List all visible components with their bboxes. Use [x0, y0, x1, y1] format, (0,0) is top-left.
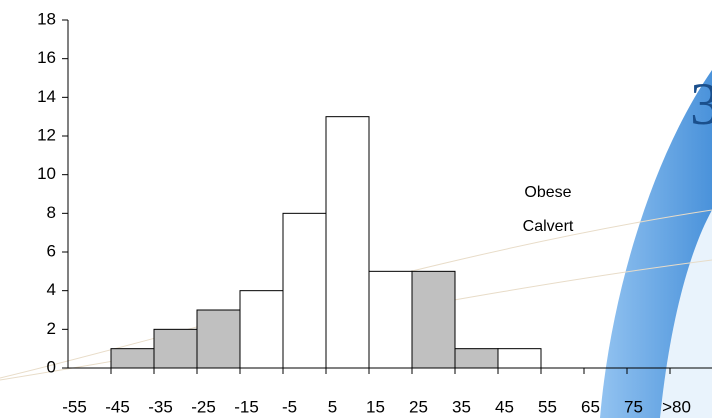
y-tick-label: 2: [47, 319, 56, 338]
bar: [369, 271, 412, 368]
x-tick-label: 65: [581, 397, 600, 416]
bar: [154, 329, 197, 368]
page: {"chart_data": {"type": "bar", "categori…: [0, 0, 712, 418]
x-tick-label: 5: [328, 397, 337, 416]
x-tick-label: 55: [538, 397, 557, 416]
bar: [326, 117, 369, 368]
y-tick-label: 12: [37, 125, 56, 144]
y-tick-label: 8: [47, 203, 56, 222]
bar: [498, 349, 541, 368]
bar: [240, 291, 283, 368]
y-tick-label: 14: [37, 87, 56, 106]
y-tick-label: 10: [37, 164, 56, 183]
bar: [111, 349, 154, 368]
chart: Obese Calvert 3 024681012141618-55-45-35…: [0, 0, 712, 418]
x-tick-label: -45: [105, 397, 130, 416]
annotation: Calvert: [523, 218, 574, 235]
y-tick-label: 16: [37, 48, 56, 67]
x-tick-label: >80: [662, 397, 691, 416]
bar: [412, 271, 455, 368]
bar: [455, 349, 498, 368]
annotation: Obese: [524, 184, 571, 201]
x-tick-label: -25: [191, 397, 216, 416]
x-tick-label: -15: [234, 397, 259, 416]
y-tick-label: 18: [37, 9, 56, 28]
x-tick-label: -5: [282, 397, 297, 416]
x-tick-label: 25: [409, 397, 428, 416]
x-tick-label: 45: [495, 397, 514, 416]
annotation: 3: [690, 71, 712, 137]
y-tick-label: 4: [47, 280, 56, 299]
x-tick-label: 15: [366, 397, 385, 416]
y-tick-label: 6: [47, 241, 56, 260]
bar: [197, 310, 240, 368]
y-tick-label: 0: [47, 357, 56, 376]
x-tick-label: 75: [624, 397, 643, 416]
x-tick-label: -55: [62, 397, 87, 416]
x-tick-label: 35: [452, 397, 471, 416]
x-tick-label: -35: [148, 397, 173, 416]
bar: [283, 213, 326, 368]
